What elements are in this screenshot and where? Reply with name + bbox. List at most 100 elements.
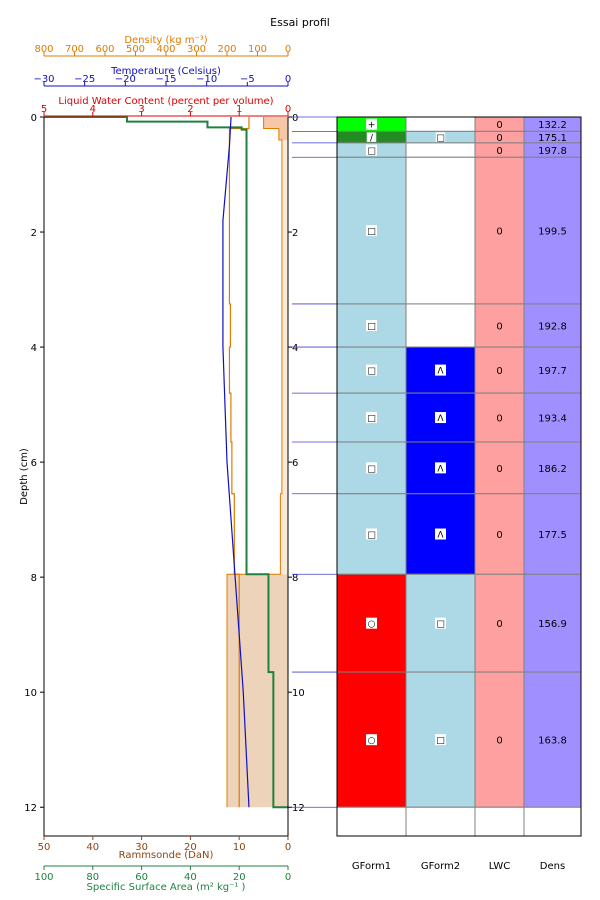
table-header-lwc: LWC <box>489 861 511 872</box>
lwc-tick-label: 4 <box>90 104 96 115</box>
depth-tick-label-right: 8 <box>292 573 298 584</box>
gform1-symbol-bg <box>366 462 377 474</box>
gform2-symbol-bg <box>435 132 446 142</box>
ssa-tick-label: 0 <box>285 872 291 883</box>
dens-value: 197.8 <box>538 146 567 157</box>
temperature-tick-label: 0 <box>285 74 291 85</box>
gform2-symbol: Λ <box>437 414 444 424</box>
gform2-symbol-bg <box>435 412 446 424</box>
gform2-symbol-bg <box>435 364 446 376</box>
depth-tick-label: 12 <box>24 803 37 814</box>
temperature-line <box>222 116 250 808</box>
empty-cell <box>523 806 582 837</box>
depth-tick-label: 8 <box>31 573 37 584</box>
gform1-symbol: □ <box>367 227 376 237</box>
dens-value: 193.4 <box>538 414 567 425</box>
density-tick-label: 200 <box>217 44 236 55</box>
gform1-symbol-bg <box>366 734 377 746</box>
depth-tick-label: 10 <box>24 688 37 699</box>
gform1-symbol: ○ <box>368 620 376 630</box>
depth-tick-label-right: 12 <box>292 803 305 814</box>
gform2-symbol: □ <box>436 134 445 144</box>
depth-tick-label: 4 <box>31 343 37 354</box>
lwc-cell <box>474 303 525 348</box>
depth-axis-label: Depth (cm) <box>19 448 30 505</box>
rammsonde-line <box>228 117 250 808</box>
lwc-value: 0 <box>496 619 502 630</box>
density-fill-lower <box>227 574 288 808</box>
dens-value: 163.8 <box>538 736 567 747</box>
lwc-tick-label: 0 <box>285 104 291 115</box>
gform1-symbol: □ <box>367 147 376 157</box>
empty-cell <box>474 806 525 837</box>
depth-tick-label-right: 10 <box>292 688 305 699</box>
gform1-symbol: □ <box>367 464 376 474</box>
density-tick-label: 500 <box>126 44 145 55</box>
dens-cell <box>523 441 582 495</box>
gform1-symbol: ∕ <box>370 134 374 144</box>
dens-cell <box>523 303 582 348</box>
density-tick-label: 0 <box>285 44 291 55</box>
ssa-tick-label: 80 <box>86 872 99 883</box>
lwc-axis-label: Liquid Water Content (percent per volume… <box>58 96 273 107</box>
gform2-symbol: □ <box>436 620 445 630</box>
gform2-symbol-bg <box>435 734 446 746</box>
lwc-value: 0 <box>496 146 502 157</box>
table-header-gform1: GForm1 <box>352 861 391 872</box>
lwc-tick-label: 2 <box>187 104 193 115</box>
ram-tick-label: 0 <box>285 842 291 853</box>
ssa-tick-label: 20 <box>233 872 246 883</box>
density-tick-label: 400 <box>156 44 175 55</box>
ram-tick-label: 50 <box>38 842 51 853</box>
ssa-axis-label: Specific Surface Area (m² kg⁻¹ ) <box>87 882 246 893</box>
temperature-tick-label: −25 <box>74 74 95 85</box>
lwc-value: 0 <box>496 414 502 425</box>
gform2-symbol-bg <box>435 462 446 474</box>
lwc-value: 0 <box>496 227 502 238</box>
lwc-tick-label: 1 <box>236 104 242 115</box>
lwc-value: 0 <box>496 322 502 333</box>
density-axis-label: Density (kg m⁻³) <box>124 35 207 46</box>
dens-cell <box>523 392 582 443</box>
gform2-cell <box>405 156 476 305</box>
lwc-value: 0 <box>496 120 502 131</box>
gform1-symbol: ○ <box>368 736 376 746</box>
dens-value: 156.9 <box>538 619 567 630</box>
lwc-cell <box>474 156 525 305</box>
dens-cell <box>523 156 582 305</box>
dens-value: 132.2 <box>538 120 567 131</box>
gform2-symbol-bg <box>435 617 446 629</box>
ssa-tick-label: 40 <box>184 872 197 883</box>
gform1-symbol-bg <box>366 412 377 424</box>
temperature-axis-label: Temperature (Celsius) <box>110 66 221 77</box>
table-header-dens: Dens <box>540 861 565 872</box>
depth-tick-label: 0 <box>31 113 37 124</box>
gform2-symbol: Λ <box>437 464 444 474</box>
gform2-cell <box>405 116 476 132</box>
depth-tick-label-right: 6 <box>292 458 298 469</box>
density-fill-upper <box>227 140 288 575</box>
density-tick-label: 800 <box>34 44 53 55</box>
ram-tick-label: 10 <box>233 842 246 853</box>
empty-cell <box>336 806 407 837</box>
gform2-cell <box>405 303 476 348</box>
empty-cell <box>405 806 476 837</box>
gform1-symbol-bg <box>366 528 377 540</box>
depth-tick-label-right: 4 <box>292 343 298 354</box>
dens-value: 192.8 <box>538 322 567 333</box>
depth-tick-label-right: 0 <box>292 113 298 124</box>
temperature-tick-label: −15 <box>155 74 176 85</box>
gform1-symbol-bg <box>366 225 377 237</box>
chart-title: Essai profil <box>270 16 330 29</box>
gform2-symbol-bg <box>435 528 446 540</box>
gform1-symbol-bg <box>366 320 377 332</box>
gform1-symbol: □ <box>367 367 376 377</box>
ram-tick-label: 40 <box>86 842 99 853</box>
dens-value: 177.5 <box>538 530 567 541</box>
gform2-symbol: Λ <box>437 531 444 541</box>
gform1-symbol: □ <box>367 414 376 424</box>
dens-cell <box>523 671 582 808</box>
layer-table: +0 132.2 ∕ □ 0 175.1 □ 0 197.8 □ 0 199.5 □ 0 192.8 □ Λ 0 1… <box>336 116 582 872</box>
